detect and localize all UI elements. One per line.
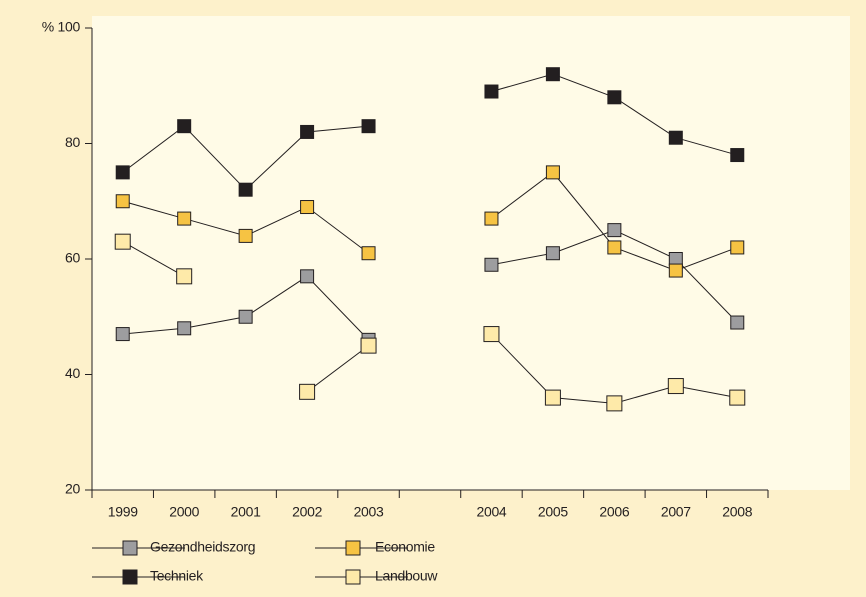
y-tick-label: % 100 — [42, 19, 81, 35]
marker — [176, 268, 193, 285]
marker — [667, 378, 684, 395]
marker — [729, 389, 746, 406]
marker — [114, 233, 131, 250]
marker — [361, 119, 376, 134]
marker — [484, 257, 499, 272]
marker — [238, 228, 253, 243]
marker — [484, 211, 499, 226]
legend-swatch — [122, 569, 138, 585]
x-tick-label: 1999 — [108, 504, 138, 520]
marker — [545, 246, 560, 261]
marker — [483, 326, 500, 343]
marker — [545, 67, 560, 82]
x-tick-label: 2005 — [538, 504, 568, 520]
marker — [238, 182, 253, 197]
marker — [299, 383, 316, 400]
marker — [545, 165, 560, 180]
x-tick-label: 2007 — [661, 504, 691, 520]
marker — [606, 395, 623, 412]
marker — [300, 124, 315, 139]
legend-label: Landbouw — [375, 568, 438, 584]
marker — [177, 119, 192, 134]
y-tick-label: 40 — [65, 365, 80, 381]
marker — [668, 263, 683, 278]
legend-swatch — [122, 540, 138, 556]
marker — [544, 389, 561, 406]
marker — [668, 130, 683, 145]
x-tick-label: 2008 — [722, 504, 752, 520]
x-tick-label: 2002 — [292, 504, 322, 520]
y-tick-label: 80 — [65, 134, 80, 150]
marker — [115, 194, 130, 209]
marker — [115, 165, 130, 180]
legend-label: Techniek — [150, 568, 204, 584]
marker — [300, 269, 315, 284]
legend-label: Economie — [375, 539, 435, 555]
marker — [115, 327, 130, 342]
marker — [177, 211, 192, 226]
marker — [238, 309, 253, 324]
marker — [484, 84, 499, 99]
x-tick-label: 2001 — [231, 504, 261, 520]
legend-label: Gezondheidszorg — [150, 539, 255, 555]
marker — [360, 337, 377, 354]
marker — [361, 246, 376, 261]
x-tick-label: 2006 — [599, 504, 629, 520]
marker — [607, 90, 622, 105]
marker — [300, 200, 315, 215]
y-tick-label: 20 — [65, 481, 80, 497]
marker — [730, 315, 745, 330]
marker — [177, 321, 192, 336]
marker — [730, 240, 745, 255]
legend-swatch — [345, 540, 361, 556]
marker — [730, 148, 745, 163]
x-tick-label: 2003 — [354, 504, 384, 520]
marker — [607, 223, 622, 238]
x-tick-label: 2004 — [476, 504, 506, 520]
marker — [607, 240, 622, 255]
y-tick-label: 60 — [65, 250, 80, 266]
x-tick-label: 2000 — [169, 504, 199, 520]
legend-swatch — [345, 569, 361, 585]
